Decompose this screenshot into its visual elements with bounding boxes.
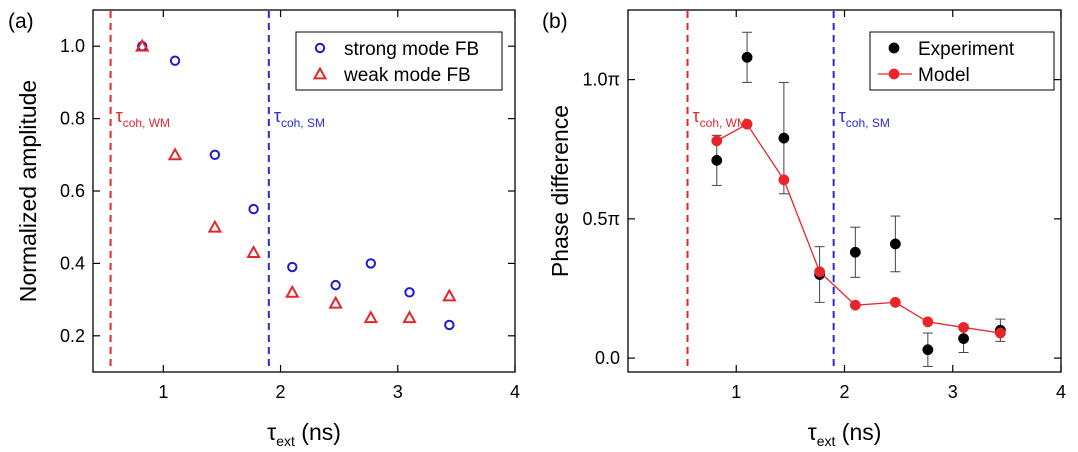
panel-label: (b) [542, 10, 568, 33]
data-point [444, 319, 455, 331]
y-tick-label: 0.0 [595, 348, 620, 368]
y-tick-label: 0.5π [583, 209, 620, 229]
legend: Experiment Model [869, 31, 1055, 91]
data-point [778, 174, 790, 186]
data-point [994, 327, 1006, 339]
data-point [330, 279, 341, 291]
panel-label: (a) [8, 10, 34, 33]
legend-box [869, 31, 1055, 91]
series-strong-mode-fb [137, 41, 455, 331]
tau-subscript: coh, WM [123, 116, 170, 130]
x-tick-label: 2 [839, 382, 849, 402]
data-point [922, 316, 934, 328]
series-model [711, 118, 1006, 339]
data-point [404, 287, 415, 298]
legend-label: strong mode FB [344, 39, 479, 60]
x-tick-label: 1 [158, 382, 168, 402]
data-point [207, 219, 223, 233]
legend-label: Model [918, 65, 970, 86]
legend-marker [312, 66, 328, 80]
legend-marker [888, 42, 900, 54]
tau-symbol: τ [693, 106, 700, 126]
data-point [711, 135, 723, 147]
x-axis-symbol: τ [267, 419, 276, 445]
legend-label: weak mode FB [343, 65, 471, 86]
data-point [741, 51, 753, 63]
data-point [402, 310, 417, 324]
data-point [711, 154, 723, 166]
legend-marker [888, 68, 900, 80]
coherence-time-label: τcoh, SM [274, 106, 325, 130]
y-tick-label: 0.8 [60, 109, 85, 129]
data-point [287, 261, 298, 273]
data-point [814, 266, 826, 278]
data-point [167, 147, 183, 161]
x-axis-label: τext (ns) [267, 419, 341, 449]
data-point [285, 284, 300, 298]
data-point [958, 321, 970, 333]
data-point [365, 258, 377, 269]
x-axis-subscript: ext [817, 433, 836, 449]
y-axis-label: Phase difference [547, 105, 573, 277]
data-point [248, 203, 259, 215]
tau-symbol: τ [116, 106, 123, 126]
y-tick-label: 1.0π [583, 70, 620, 90]
y-tick-label: 0.2 [60, 326, 85, 346]
data-point [889, 296, 901, 308]
tau-subscript: coh, SM [281, 116, 325, 130]
legend: strong mode FB weak mode FB [295, 31, 503, 91]
coherence-time-label: τcoh, WM [693, 106, 747, 130]
x-axis-unit: (ns) [295, 419, 341, 445]
y-tick-label: 1.0 [60, 36, 85, 56]
data-point [246, 244, 261, 258]
legend-label: Experiment [918, 39, 1015, 60]
tau-symbol: τ [274, 106, 281, 126]
data-point [889, 238, 901, 250]
x-axis-unit: (ns) [835, 419, 881, 445]
x-tick-label: 4 [510, 382, 520, 402]
y-axis-label: Normalized amplitude [15, 80, 41, 302]
coherence-time-label: τcoh, WM [116, 106, 170, 130]
x-axis-subscript: ext [276, 433, 295, 449]
data-point [442, 288, 457, 302]
tau-subscript: coh, WM [700, 116, 747, 130]
data-point [958, 333, 970, 345]
x-tick-label: 3 [393, 382, 403, 402]
data-point [363, 310, 379, 324]
legend-box [295, 31, 503, 91]
x-tick-label: 3 [948, 382, 958, 402]
data-point [849, 299, 861, 311]
x-tick-label: 4 [1056, 382, 1066, 402]
data-point [849, 246, 861, 258]
tau-symbol: τ [839, 106, 846, 126]
y-tick-label: 0.4 [60, 253, 85, 273]
data-point [778, 132, 790, 144]
data-point [328, 295, 343, 309]
x-axis-symbol: τ [808, 419, 817, 445]
tau-subscript: coh, SM [846, 116, 890, 130]
data-point [741, 118, 753, 130]
y-tick-label: 0.6 [60, 181, 85, 201]
legend-marker [314, 42, 326, 54]
data-point [922, 344, 934, 356]
series-weak-mode-fb [135, 38, 457, 324]
data-point [209, 149, 221, 161]
data-point [169, 55, 181, 66]
x-tick-label: 2 [276, 382, 286, 402]
x-tick-label: 1 [731, 382, 741, 402]
coherence-time-label: τcoh, SM [839, 106, 890, 130]
data-point [135, 38, 150, 52]
x-axis-label: τext (ns) [808, 419, 882, 449]
